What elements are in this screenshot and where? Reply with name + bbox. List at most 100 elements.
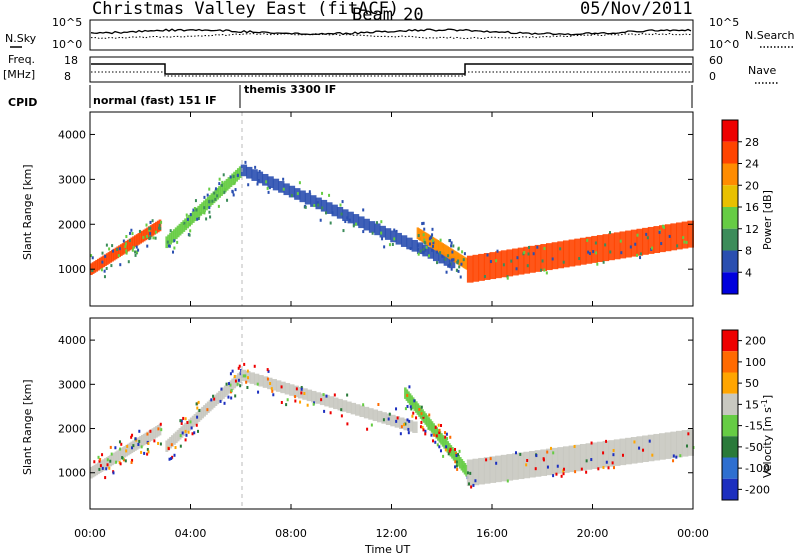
data-speckle	[424, 432, 427, 436]
data-speckle	[408, 385, 411, 389]
power-plot-area	[90, 112, 693, 306]
data-speckle	[445, 445, 448, 449]
data-cell	[293, 385, 299, 398]
data-speckle	[415, 416, 418, 420]
data-speckle	[110, 452, 113, 456]
data-cell	[465, 465, 468, 477]
data-speckle	[461, 250, 464, 254]
data-cell	[557, 241, 564, 269]
colorbar-tick-label: -100	[745, 462, 770, 475]
colorbar-tick-label: 20	[745, 179, 759, 192]
data-speckle	[437, 423, 440, 427]
data-speckle	[182, 416, 185, 420]
data-speckle	[421, 251, 424, 255]
data-speckle	[112, 471, 115, 475]
data-cell	[437, 429, 440, 441]
data-cell	[395, 232, 402, 245]
data-cell	[156, 424, 160, 437]
data-cell	[574, 444, 581, 472]
data-speckle	[180, 421, 183, 425]
data-speckle	[444, 448, 447, 452]
data-speckle	[395, 229, 398, 233]
data-speckle	[506, 276, 509, 280]
data-cell	[399, 417, 405, 429]
data-speckle	[543, 268, 546, 272]
noise-right-tick-low: 10^0	[709, 38, 739, 51]
data-speckle	[304, 205, 307, 209]
data-speckle	[651, 453, 654, 457]
data-speckle	[197, 217, 200, 221]
data-speckle	[160, 220, 163, 224]
data-speckle	[282, 187, 285, 191]
data-speckle	[149, 232, 152, 236]
data-cell	[212, 396, 216, 408]
data-speckle	[208, 206, 211, 210]
data-cell	[171, 231, 174, 243]
data-cell	[432, 249, 440, 262]
data-speckle	[555, 472, 558, 476]
data-cell	[306, 389, 313, 402]
data-cell	[440, 433, 443, 445]
data-speckle	[362, 403, 365, 407]
data-cell	[212, 191, 216, 204]
data-speckle	[663, 225, 666, 229]
data-cell	[116, 450, 120, 462]
data-speckle	[562, 472, 565, 476]
data-speckle	[457, 453, 460, 457]
data-speckle	[135, 245, 138, 249]
data-speckle	[224, 187, 227, 191]
data-speckle	[208, 199, 211, 203]
data-cell	[529, 450, 536, 478]
data-speckle	[118, 247, 121, 251]
data-cell	[231, 173, 235, 186]
data-cell	[358, 216, 365, 229]
data-speckle	[103, 269, 106, 273]
freq-panel-frame	[89, 56, 694, 83]
data-cell	[415, 401, 418, 413]
data-cell	[125, 240, 128, 253]
data-speckle	[189, 213, 192, 217]
data-speckle	[173, 453, 176, 457]
data-speckle	[449, 239, 452, 243]
data-speckle	[552, 474, 555, 478]
data-cell	[310, 195, 317, 207]
data-speckle	[609, 250, 612, 254]
data-speckle	[546, 465, 549, 469]
data-speckle	[519, 452, 522, 456]
data-speckle	[166, 240, 169, 244]
data-speckle	[158, 223, 161, 227]
data-cell	[500, 454, 508, 482]
data-cell	[328, 396, 335, 408]
data-cell	[463, 256, 466, 269]
data-speckle	[540, 268, 543, 272]
data-speckle	[196, 217, 199, 221]
data-cell	[216, 392, 220, 405]
data-speckle	[486, 253, 489, 257]
data-cell	[446, 441, 450, 453]
data-cell	[441, 435, 445, 447]
data-cell	[258, 375, 264, 387]
data-speckle	[149, 220, 152, 224]
data-speckle	[152, 236, 155, 240]
data-cell	[256, 171, 264, 184]
data-cell	[216, 187, 220, 200]
data-cell	[489, 456, 497, 483]
data-cell	[132, 236, 135, 249]
data-speckle	[238, 364, 241, 368]
data-speckle	[413, 399, 416, 403]
data-speckle	[105, 266, 108, 270]
data-speckle	[506, 479, 509, 483]
data-speckle	[246, 369, 249, 373]
data-speckle	[458, 449, 461, 453]
data-cell	[342, 209, 349, 222]
data-speckle	[535, 454, 538, 458]
data-cell	[434, 238, 437, 251]
data-cell	[463, 463, 467, 475]
data-speckle	[683, 240, 686, 244]
data-cell	[262, 173, 269, 186]
data-cell	[144, 432, 148, 445]
data-cell	[165, 440, 169, 452]
data-speckle	[340, 212, 343, 216]
data-cell	[172, 433, 176, 445]
data-speckle	[502, 263, 505, 267]
